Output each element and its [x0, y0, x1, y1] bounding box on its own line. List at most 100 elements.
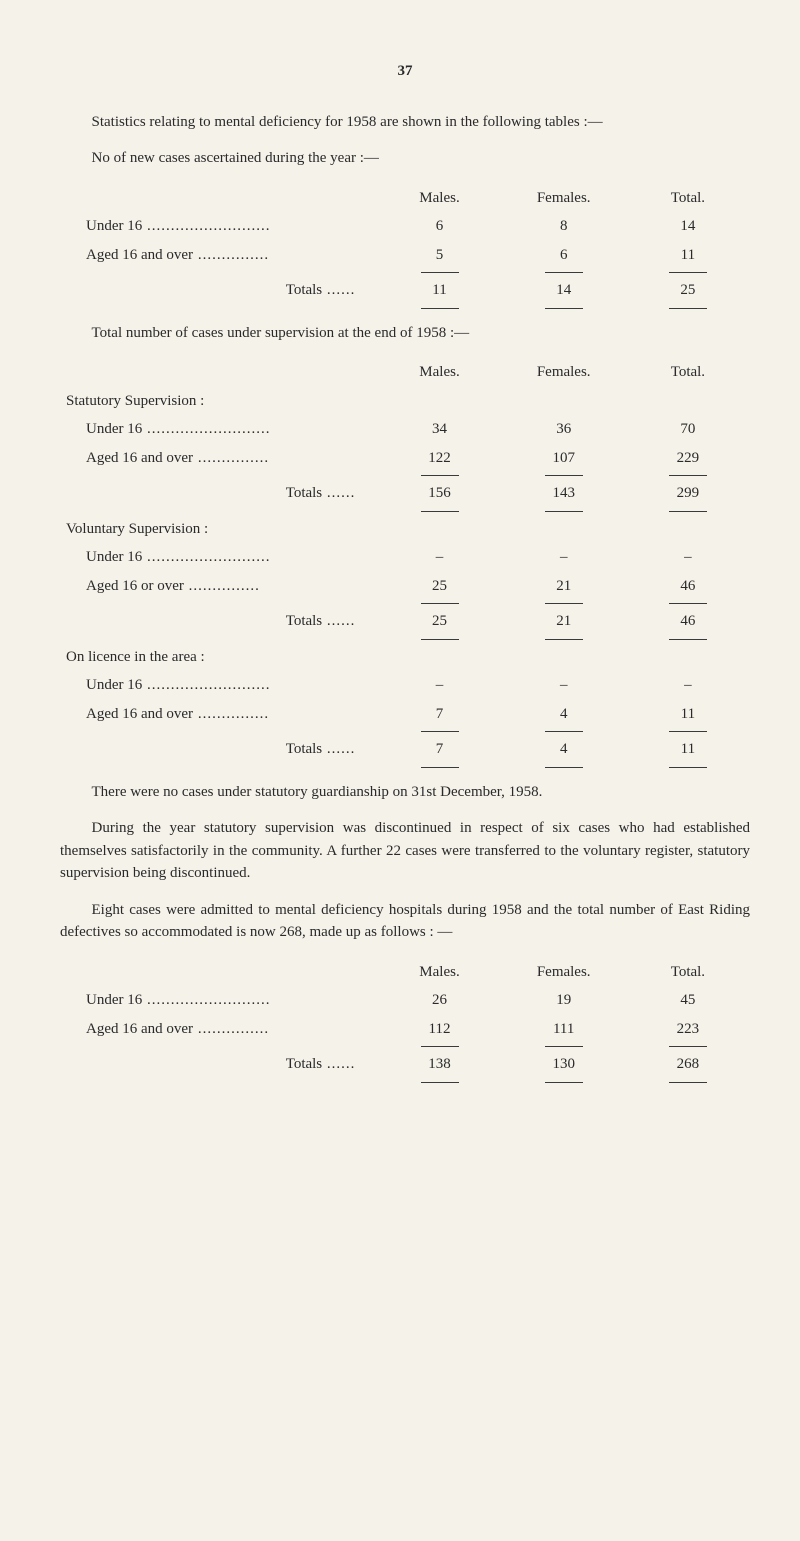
totals-label: Totals	[286, 1056, 322, 1072]
leader-dots: ..........................	[142, 549, 270, 565]
cell-value: 11	[377, 276, 501, 305]
rule-line	[545, 272, 583, 273]
cell-value: –	[377, 543, 501, 572]
section-row: Statutory Supervision :	[60, 387, 750, 416]
rule-line	[421, 767, 459, 768]
leader-dots: ......	[322, 613, 355, 629]
rule-line	[669, 731, 707, 732]
admitted-paragraph: Eight cases were admitted to mental defi…	[60, 899, 750, 944]
row-label: Aged 16 and over	[86, 706, 193, 722]
table-row: Under 16 .......................... 34 3…	[60, 415, 750, 444]
cell-value: 5	[377, 241, 501, 270]
row-label: Under 16	[86, 549, 142, 565]
rule-line	[545, 767, 583, 768]
cell-value: 4	[502, 735, 626, 764]
rule-row	[60, 600, 750, 607]
rule-line	[545, 639, 583, 640]
row-label: Under 16	[86, 218, 142, 234]
cell-value: 36	[502, 415, 626, 444]
cell-value: –	[502, 671, 626, 700]
cell-value: 4	[502, 700, 626, 729]
cell-value: 34	[377, 415, 501, 444]
table-header-row: Males. Females. Total.	[60, 358, 750, 387]
voluntary-label: Voluntary Supervision :	[60, 515, 750, 544]
rule-line	[545, 1046, 583, 1047]
section-row: On licence in the area :	[60, 643, 750, 672]
leader-dots: ..........................	[142, 992, 270, 1008]
totals-row: Totals ...... 25 21 46	[60, 607, 750, 636]
rule-row	[60, 636, 750, 643]
rule-line	[421, 308, 459, 309]
rule-line	[669, 639, 707, 640]
table-header-row: Males. Females. Total.	[60, 958, 750, 987]
col-males: Males.	[377, 358, 501, 387]
cell-value: 25	[377, 572, 501, 601]
cell-value: 19	[502, 986, 626, 1015]
table-row: Under 16 .......................... 26 1…	[60, 986, 750, 1015]
cell-value: 122	[377, 444, 501, 473]
rule-line	[669, 511, 707, 512]
cell-value: 11	[626, 700, 750, 729]
totals-label: Totals	[286, 741, 322, 757]
rule-line	[545, 731, 583, 732]
cell-value: 7	[377, 700, 501, 729]
rule-line	[545, 308, 583, 309]
leader-dots: ......	[322, 1056, 355, 1072]
rule-line	[669, 1046, 707, 1047]
accommodated-table: Males. Females. Total. Under 16 ........…	[60, 958, 750, 1086]
col-total: Total.	[626, 958, 750, 987]
rule-line	[421, 1046, 459, 1047]
col-females: Females.	[502, 358, 626, 387]
cell-value: 143	[502, 479, 626, 508]
new-cases-table: Males. Females. Total. Under 16 ........…	[60, 184, 750, 312]
new-cases-heading: No of new cases ascertained during the y…	[60, 147, 750, 170]
rule-line	[669, 603, 707, 604]
cell-value: 25	[377, 607, 501, 636]
rule-line	[669, 308, 707, 309]
totals-label: Totals	[286, 485, 322, 501]
col-females: Females.	[502, 958, 626, 987]
row-label: Aged 16 and over	[86, 247, 193, 263]
cell-value: 7	[377, 735, 501, 764]
leader-dots: ......	[322, 741, 355, 757]
rule-line	[669, 475, 707, 476]
totals-row: Totals ...... 156 143 299	[60, 479, 750, 508]
cell-value: 11	[626, 735, 750, 764]
cell-value: 21	[502, 572, 626, 601]
rule-line	[421, 475, 459, 476]
rule-line	[545, 475, 583, 476]
row-label: Aged 16 and over	[86, 450, 193, 466]
cell-value: 14	[626, 212, 750, 241]
rule-row	[60, 472, 750, 479]
leader-dots: ......	[322, 485, 355, 501]
supervision-table: Males. Females. Total. Statutory Supervi…	[60, 358, 750, 771]
table-row: Aged 16 and over ............... 7 4 11	[60, 700, 750, 729]
cell-value: 112	[377, 1015, 501, 1044]
rule-line	[421, 511, 459, 512]
table-row: Under 16 .......................... – – …	[60, 543, 750, 572]
rule-line	[421, 1082, 459, 1083]
col-total: Total.	[626, 358, 750, 387]
rule-line	[669, 1082, 707, 1083]
cell-value: 14	[502, 276, 626, 305]
cell-value: 156	[377, 479, 501, 508]
cell-value: 70	[626, 415, 750, 444]
total-super-heading: Total number of cases under supervision …	[60, 322, 750, 345]
rule-row	[60, 764, 750, 771]
row-label: Aged 16 and over	[86, 1021, 193, 1037]
rule-line	[421, 639, 459, 640]
leader-dots: ...............	[193, 1021, 269, 1037]
cell-value: 229	[626, 444, 750, 473]
col-males: Males.	[377, 184, 501, 213]
cell-value: –	[502, 543, 626, 572]
page-number: 37	[60, 60, 750, 83]
cell-value: 46	[626, 572, 750, 601]
leader-dots: ...............	[193, 247, 269, 263]
rule-row	[60, 305, 750, 312]
cell-value: 21	[502, 607, 626, 636]
cell-value: 107	[502, 444, 626, 473]
rule-line	[545, 1082, 583, 1083]
leader-dots: ......	[322, 282, 355, 298]
discontinued-paragraph: During the year statutory supervision wa…	[60, 817, 750, 885]
rule-line	[545, 511, 583, 512]
